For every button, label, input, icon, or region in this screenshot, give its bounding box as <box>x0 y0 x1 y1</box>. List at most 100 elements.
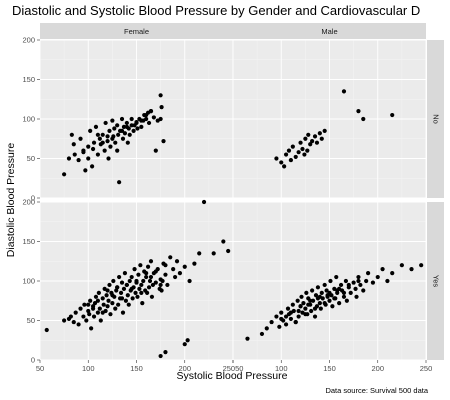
data-point <box>105 134 110 139</box>
data-point <box>110 301 115 306</box>
y-tick-label: 0 <box>31 194 35 203</box>
panel-female-no <box>39 39 234 199</box>
data-point <box>279 160 284 165</box>
data-point <box>211 251 216 256</box>
data-point <box>90 306 96 311</box>
data-point <box>346 282 351 288</box>
data-point <box>104 293 109 298</box>
data-point <box>313 293 319 298</box>
data-point <box>314 140 320 145</box>
data-point <box>62 318 67 323</box>
facet-panels: Female MaleNoYes0501001502000501001502005… <box>22 23 444 373</box>
data-point <box>245 336 250 341</box>
data-point <box>298 140 303 145</box>
data-point <box>341 89 347 94</box>
data-point <box>117 180 122 185</box>
data-point <box>123 298 128 303</box>
data-point <box>201 199 207 205</box>
data-point <box>148 109 154 114</box>
data-point <box>150 282 156 288</box>
data-point <box>295 298 300 303</box>
data-point <box>122 131 128 136</box>
data-point <box>113 140 118 145</box>
data-point <box>84 318 89 323</box>
data-point <box>300 146 305 152</box>
data-point <box>114 288 119 293</box>
y-tick-label: 0 <box>31 356 35 365</box>
y-tick-label: 150 <box>22 237 35 246</box>
data-point <box>153 269 158 274</box>
data-point <box>370 280 376 285</box>
data-point <box>306 302 311 307</box>
data-point <box>361 116 366 122</box>
y-tick-label: 100 <box>22 277 35 286</box>
data-point <box>159 288 164 293</box>
data-point <box>82 302 87 307</box>
data-point <box>115 123 120 128</box>
data-point <box>310 288 315 293</box>
data-point <box>274 314 279 319</box>
data-point <box>330 304 335 309</box>
data-point <box>119 128 125 133</box>
data-point <box>127 278 132 284</box>
data-point <box>95 298 100 303</box>
strip-yes <box>427 202 444 360</box>
data-point <box>145 264 151 269</box>
data-point <box>312 134 318 139</box>
data-point <box>68 314 73 319</box>
data-point <box>93 124 99 129</box>
data-point <box>419 263 424 268</box>
data-point <box>81 314 86 319</box>
data-point <box>118 290 124 295</box>
data-point <box>341 290 347 295</box>
data-point <box>105 139 110 144</box>
data-point <box>322 282 327 288</box>
data-point <box>131 128 136 133</box>
data-point <box>97 306 102 311</box>
data-point <box>288 316 293 322</box>
data-point <box>290 144 295 149</box>
x-tick-label-joined: 25050 <box>223 364 244 373</box>
data-point <box>102 148 107 153</box>
data-point <box>117 274 122 280</box>
y-tick-label: 200 <box>22 198 35 207</box>
data-point <box>163 272 168 277</box>
data-point <box>113 306 118 311</box>
data-point <box>288 157 293 163</box>
data-point <box>283 152 289 157</box>
data-point <box>116 132 121 137</box>
caption: Data source: Survival 500 data <box>325 386 428 395</box>
data-point <box>296 308 301 314</box>
data-point <box>286 148 292 153</box>
data-point <box>125 140 130 145</box>
data-point <box>303 306 308 311</box>
data-point <box>226 248 231 254</box>
data-point <box>310 139 315 144</box>
strip-male <box>233 23 426 39</box>
data-point <box>409 267 414 272</box>
data-point <box>139 118 144 123</box>
data-point <box>165 282 170 288</box>
data-point <box>129 274 134 280</box>
data-point <box>153 148 158 153</box>
data-point <box>308 142 313 147</box>
data-point <box>322 128 327 133</box>
data-point <box>293 319 298 325</box>
data-point <box>90 164 95 169</box>
data-point <box>88 298 93 303</box>
data-point <box>312 306 318 311</box>
data-point <box>171 267 176 272</box>
data-point <box>312 314 318 319</box>
data-point <box>354 294 359 299</box>
data-point <box>86 156 91 161</box>
data-point <box>95 310 100 315</box>
y-tick-label: 100 <box>22 115 35 124</box>
data-point <box>344 298 349 303</box>
data-point <box>153 280 158 285</box>
data-point <box>303 136 308 141</box>
x-tick-label: 100 <box>82 364 95 373</box>
data-point <box>125 293 130 298</box>
data-point <box>119 280 125 285</box>
data-point <box>173 274 178 280</box>
data-point <box>182 264 187 269</box>
